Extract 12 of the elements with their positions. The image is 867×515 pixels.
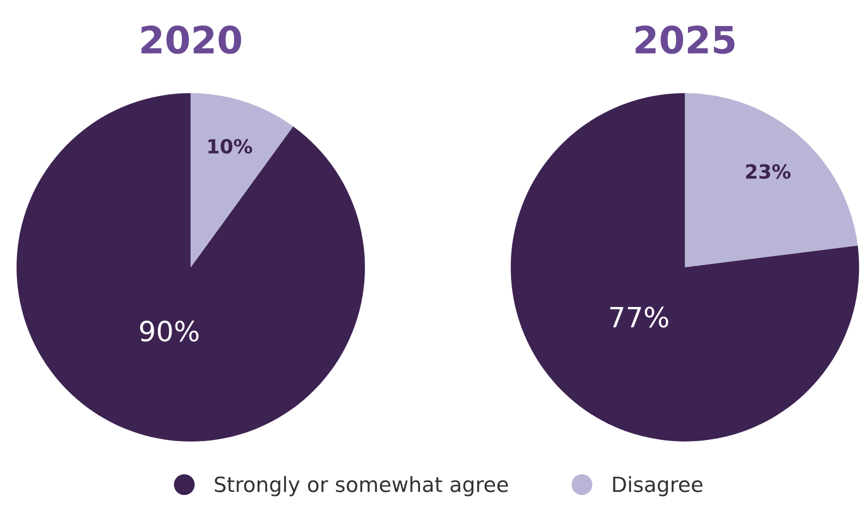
pie-slice xyxy=(16,93,365,442)
data-label: 10% xyxy=(208,138,252,154)
legend-label: Strongly or somewhat agree xyxy=(214,476,508,496)
pie-slice xyxy=(190,93,294,268)
chart-title: 2020 xyxy=(142,26,242,54)
pie-slice xyxy=(684,93,858,268)
chart-title: 2025 xyxy=(636,26,734,54)
data-label: 77% xyxy=(610,306,668,328)
data-label: 90% xyxy=(140,320,199,342)
legend-label: Disagree xyxy=(613,476,702,496)
pie-slice xyxy=(510,93,860,442)
data-label: 23% xyxy=(746,164,791,179)
